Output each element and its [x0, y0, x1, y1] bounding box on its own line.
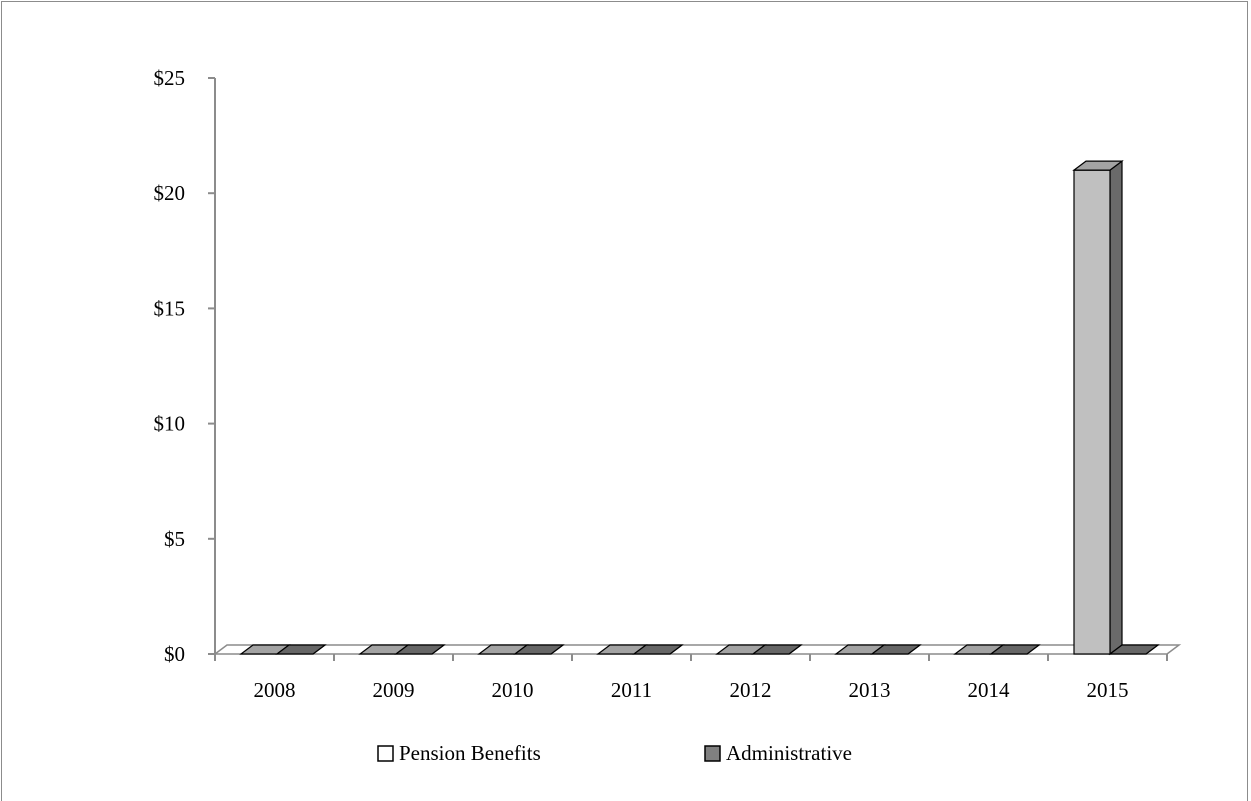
bar-top — [632, 644, 684, 655]
y-tick-label: $25 — [154, 66, 186, 90]
x-tick-label: 2014 — [968, 678, 1011, 702]
legend-swatch — [377, 745, 394, 762]
bar-top — [513, 644, 565, 655]
bar-side — [1109, 159, 1123, 656]
x-tick-label: 2010 — [492, 678, 534, 702]
x-tick-label: 2012 — [730, 678, 772, 702]
bar-top — [989, 644, 1041, 655]
legend-label: Administrative — [726, 741, 852, 765]
bar-top — [275, 644, 327, 655]
y-tick-label: $20 — [154, 181, 186, 205]
y-tick-label: $0 — [164, 642, 185, 666]
y-tick-label: $15 — [154, 296, 186, 320]
y-tick-label: $5 — [164, 527, 185, 551]
bar-top — [1108, 644, 1160, 655]
x-tick-label: 2008 — [254, 678, 296, 702]
x-tick-label: 2013 — [849, 678, 891, 702]
legend-label: Pension Benefits — [399, 741, 541, 765]
bar-top — [751, 644, 803, 655]
legend-swatch — [704, 745, 721, 762]
bar-top — [870, 644, 922, 655]
bar-top — [1072, 160, 1124, 171]
bar-top — [394, 644, 446, 655]
x-tick-label: 2009 — [373, 678, 415, 702]
y-tick-label: $10 — [154, 412, 186, 436]
x-tick-label: 2015 — [1087, 678, 1129, 702]
bar — [1073, 169, 1111, 655]
x-tick-label: 2011 — [611, 678, 652, 702]
